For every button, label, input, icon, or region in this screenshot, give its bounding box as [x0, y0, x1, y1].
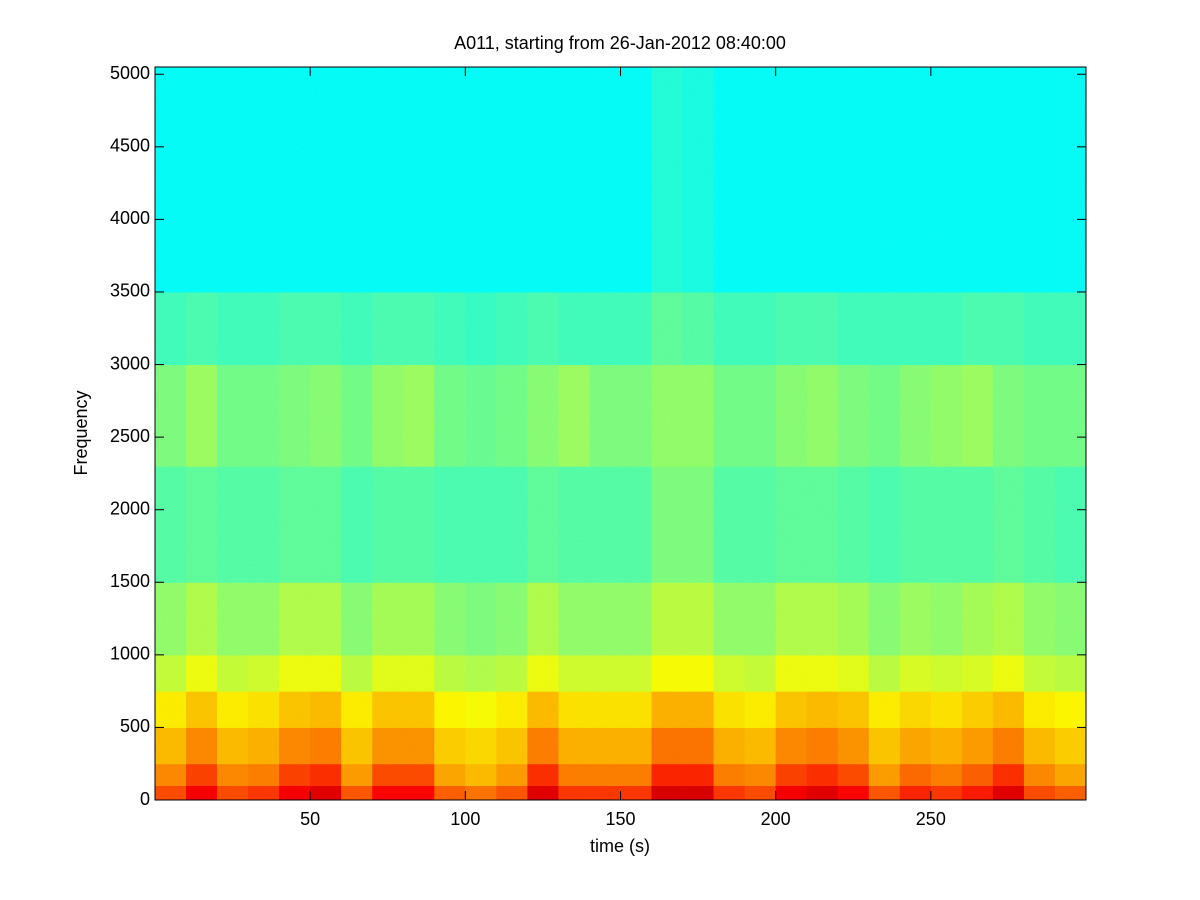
y-tick-label: 4000: [110, 208, 150, 228]
axes: 50 100 150 200 25005001000150020002500300035…: [110, 63, 1086, 829]
y-tick-label: 4500: [110, 136, 150, 156]
x-tick-label: 250: [916, 809, 946, 829]
x-tick-label: 50: [300, 809, 320, 829]
y-tick-label: 3000: [110, 353, 150, 373]
x-tick-label: 150: [605, 809, 635, 829]
y-axis-label: Frequency: [71, 390, 91, 475]
x-axis-label: time (s): [590, 836, 650, 856]
plot-frame: [154, 66, 1087, 801]
y-tick-label: 3500: [110, 281, 150, 301]
y-tick-label: 500: [120, 716, 150, 736]
y-tick-label: 0: [140, 789, 150, 809]
x-tick-label: 100: [450, 809, 480, 829]
y-tick-label: 1000: [110, 644, 150, 664]
y-tick-label: 2000: [110, 498, 150, 518]
chart-title: A011, starting from 26-Jan-2012 08:40:00: [454, 33, 786, 53]
x-tick-label: 200: [761, 809, 791, 829]
y-tick-label: 2500: [110, 426, 150, 446]
texture: [155, 67, 1086, 800]
y-tick-label: 5000: [110, 63, 150, 83]
y-tick-label: 1500: [110, 571, 150, 591]
